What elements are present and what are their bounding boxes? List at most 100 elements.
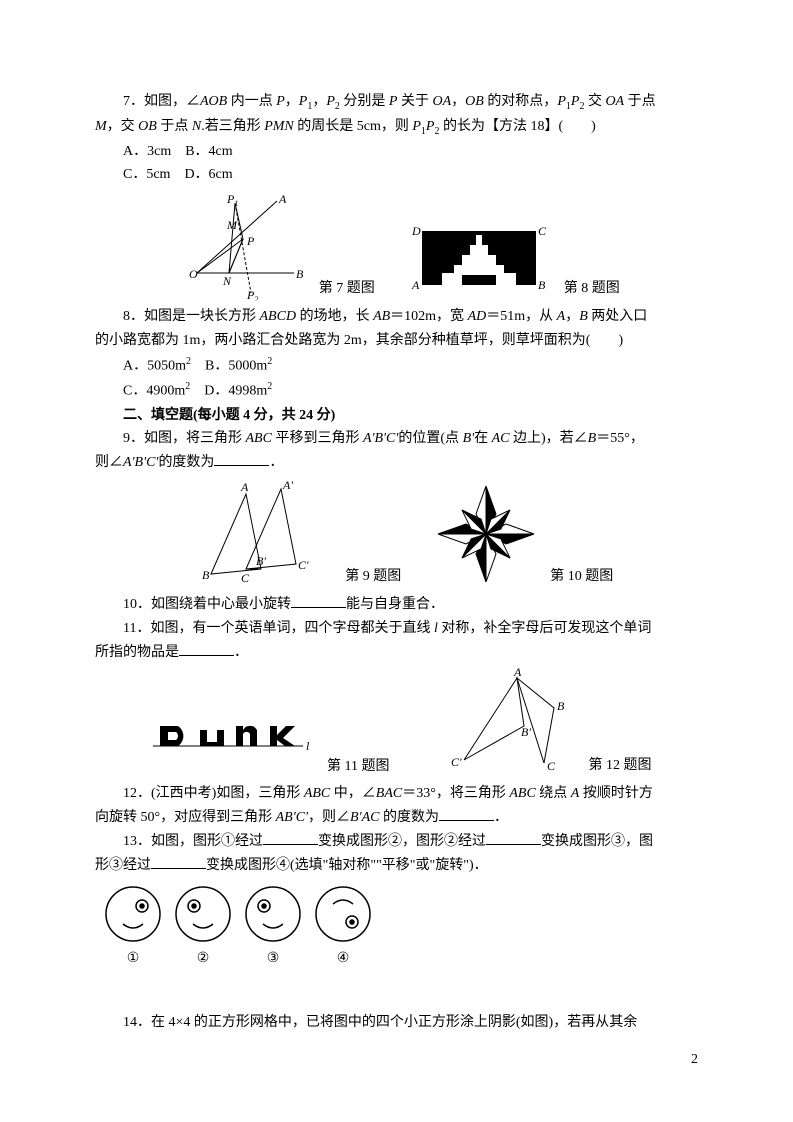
fig10-box	[431, 479, 541, 589]
q7-t7: ，	[451, 94, 465, 109]
fig7-N: N	[222, 274, 232, 288]
fig9-svg: A B C A' B' C'	[186, 479, 336, 589]
q7-t4: ，	[312, 94, 326, 109]
q7-line2: M，交 OB 于点 N.若三角形 PMN 的周长是 5cm，则 P1P2 的长为…	[95, 115, 698, 140]
q7-i4: OA	[432, 94, 451, 109]
q13-blank1[interactable]	[263, 830, 318, 845]
fig9-cap: 第 9 题图	[345, 569, 401, 584]
q11t4: 所指的物品是	[95, 645, 179, 660]
q10-blank[interactable]	[291, 593, 346, 608]
q9k: ＝55°，	[596, 431, 644, 446]
q7-l2f: .若三角形	[201, 119, 264, 134]
q9c: 平移到三角形	[272, 431, 363, 446]
q7-opts-ab: A．3cm B．4cm	[95, 140, 698, 164]
f13n2: ②	[197, 951, 210, 966]
fig11-l: l	[306, 739, 310, 753]
fig10-svg	[431, 479, 541, 589]
f9A1: A'	[282, 479, 293, 492]
fig12-box: A B C B' C'	[429, 668, 579, 778]
q7-line1: 7．如图，∠AOB 内一点 P，P1，P2 分别是 P 关于 OA，OB 的对称…	[95, 90, 698, 115]
q12t6: ABC	[509, 786, 535, 801]
f9C: C	[241, 571, 250, 585]
q7-l2d: 于点	[157, 119, 192, 134]
q12-blank[interactable]	[439, 806, 494, 821]
fig11-svg: l	[148, 698, 318, 778]
q7-l2h: 的周长是 5cm，则	[294, 119, 413, 134]
q7-m: M	[95, 119, 107, 134]
f9B1: B'	[256, 554, 266, 568]
q8-b: ABCD	[260, 309, 297, 324]
q12l2c: ，则∠	[308, 810, 350, 825]
page-number: 2	[691, 1048, 698, 1072]
q8ods: 2	[267, 381, 272, 392]
f9B: B	[202, 568, 210, 582]
q8obs: 2	[267, 356, 272, 367]
f13n1: ①	[127, 951, 140, 966]
q7-l2i: P	[412, 119, 421, 134]
fig7-P2: P2	[246, 288, 258, 301]
q8-d: AB	[373, 309, 390, 324]
q7-t8: 的对称点，	[484, 94, 558, 109]
q7-t3: ，	[285, 94, 299, 109]
q13-blank3[interactable]	[151, 854, 206, 869]
q12l2b: AB'C'	[276, 810, 308, 825]
q10t1: 10．如图绕着中心最小旋转	[123, 597, 291, 612]
f13n3: ③	[267, 951, 280, 966]
q9i: 边上)，若∠	[510, 431, 588, 446]
q12l2f: ．	[494, 810, 508, 825]
fig12-svg: A B C B' C'	[429, 668, 579, 778]
q13l2b: 变换成图形④(选填"轴对称""平移"或"旋转")．	[206, 858, 488, 873]
q11-l2: 所指的物品是 ．	[95, 641, 698, 665]
q13-l2: 形③经过 变换成图形④(选填"轴对称""平移"或"旋转")．	[95, 854, 698, 878]
q9a: 9．如图，将三角形	[123, 431, 246, 446]
q7-ob: OB	[138, 119, 157, 134]
q12t9: 按顺时针方	[579, 786, 653, 801]
q10t2: 能与自身重合．	[346, 597, 444, 612]
q7-p12a: P	[557, 94, 566, 109]
q13-blank2[interactable]	[486, 830, 541, 845]
q7-opts-cd: C．5cm D．6cm	[95, 163, 698, 187]
q12t4: BAC	[376, 786, 402, 801]
q9f: B'	[463, 431, 475, 446]
f12B: B	[557, 699, 565, 713]
f12C: C	[547, 759, 556, 773]
q7-i2: P	[276, 94, 285, 109]
q9j: B	[588, 431, 597, 446]
f9C1: C'	[298, 558, 309, 572]
q13t1: 13．如图，图形①经过	[123, 834, 263, 849]
q13l2a: 形③经过	[95, 858, 151, 873]
f12B1: B'	[521, 725, 531, 739]
q9e: 的位置(点	[398, 431, 462, 446]
q11-blank[interactable]	[179, 641, 234, 656]
fig7-cap: 第 7 题图	[319, 281, 375, 296]
q8oa: A．5050m	[123, 358, 186, 373]
q10: 10．如图绕着中心最小旋转 能与自身重合．	[95, 593, 698, 617]
section2: 二、填空题(每小题 4 分，共 24 分)	[95, 404, 698, 428]
fig11-box: l	[148, 698, 318, 778]
q11t5: ．	[234, 645, 248, 660]
q7-p2: P	[326, 94, 335, 109]
q8-opt-ab: A．5050m2 B．5000m2	[95, 353, 698, 378]
q9l2d: ．	[269, 455, 283, 470]
q7-t5: 分别是	[340, 94, 389, 109]
fig-row-9-10: A B C A' B' C' 第 9 题图	[95, 479, 698, 589]
q12t1: 12．(江西中考)如图，三角形	[123, 786, 304, 801]
q7-t9: 交	[584, 94, 605, 109]
q12-l1: 12．(江西中考)如图，三角形 ABC 中，∠BAC＝33°，将三角形 ABC …	[95, 782, 698, 806]
fig9-box: A B C A' B' C'	[186, 479, 336, 589]
q8-opt-cd: C．4900m2 D．4998m2	[95, 378, 698, 403]
fig7-box: O A B M N P P1 P2	[179, 191, 309, 301]
q8od: D．4998m	[190, 384, 267, 399]
q13t2: 变换成图形②，图形②经过	[318, 834, 486, 849]
q12l2e: 的度数为	[379, 810, 439, 825]
fig7-P: P	[246, 234, 255, 248]
q7-t10: 于点	[624, 94, 656, 109]
q12l2d: B'AC	[350, 810, 379, 825]
q7-t6: 关于	[397, 94, 432, 109]
fig8-cap: 第 8 题图	[564, 281, 620, 296]
fig7-M: M	[226, 218, 238, 232]
q9-blank[interactable]	[214, 451, 269, 466]
q9l2a: 则∠	[95, 455, 123, 470]
q8-a: 8．如图是一块长方形	[123, 309, 260, 324]
fig8-svg: A B C D	[404, 221, 554, 301]
